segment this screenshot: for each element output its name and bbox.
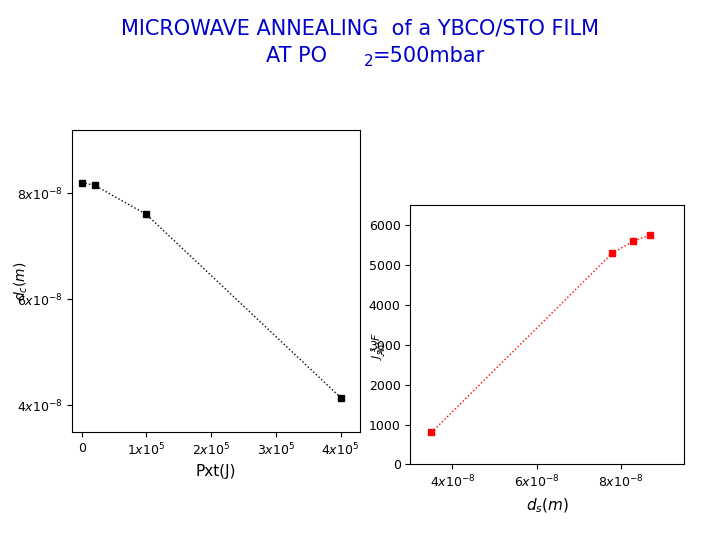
Text: MICROWAVE ANNEALING  of a YBCO/STO FILM: MICROWAVE ANNEALING of a YBCO/STO FILM: [121, 19, 599, 39]
X-axis label: Pxt(J): Pxt(J): [196, 464, 236, 479]
Text: $J_s^{\ s}\ \ F$: $J_s^{\ s}\ \ F$: [369, 332, 387, 360]
Text: $\mathcal{A}\mathcal{V}$: $\mathcal{A}\mathcal{V}$: [376, 340, 387, 357]
Text: =500mbar: =500mbar: [373, 46, 485, 66]
X-axis label: $d_s(m)$: $d_s(m)$: [526, 496, 569, 515]
Text: 2: 2: [364, 54, 373, 69]
Text: AT PO: AT PO: [266, 46, 328, 66]
Text: $d_c(m)$: $d_c(m)$: [13, 261, 30, 301]
